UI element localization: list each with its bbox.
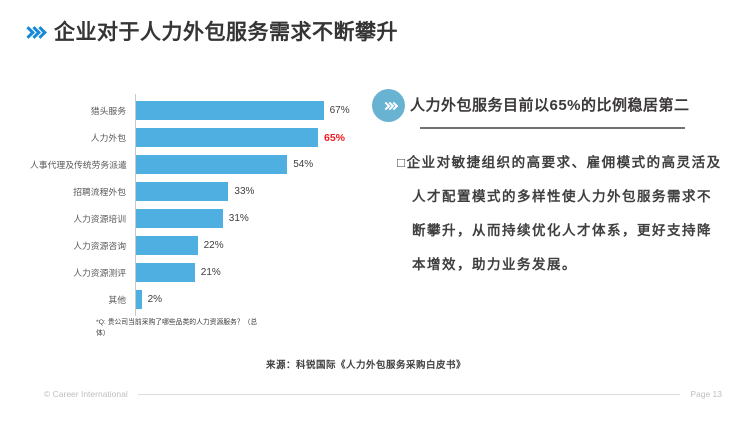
triple-chevron-icon xyxy=(22,25,47,39)
value-label: 2% xyxy=(147,294,163,305)
chart-row: 猎头服务 67% xyxy=(30,97,375,124)
value-label: 33% xyxy=(234,186,255,197)
copyright-text: © Career International xyxy=(44,389,128,399)
category-label: 人力外包 xyxy=(90,133,126,143)
value-label: 67% xyxy=(329,105,350,116)
panel-body: 企业对敏捷组织的高要求、雇佣模式的高灵活及人才配置模式的多样性使人力外包服务需求… xyxy=(406,155,722,272)
bar xyxy=(136,182,229,201)
slide-footer: © Career International Page 13 xyxy=(44,389,722,399)
chart-row: 其他 2% xyxy=(30,286,375,313)
category-label: 人力资源培训 xyxy=(73,214,126,224)
category-label: 招聘流程外包 xyxy=(73,187,126,197)
category-label: 人力资源测评 xyxy=(73,268,126,278)
bar xyxy=(136,236,198,255)
category-label: 其他 xyxy=(108,295,126,305)
value-label: 54% xyxy=(293,159,314,170)
bar xyxy=(136,263,195,282)
bar xyxy=(136,101,324,120)
category-label: 猎头服务 xyxy=(90,106,126,116)
value-label: 31% xyxy=(228,213,249,224)
panel-body-text: □企业对敏捷组织的高要求、雇佣模式的高灵活及人才配置模式的多样性使人力外包服务需… xyxy=(397,146,722,282)
chart-row: 人力资源咨询 22% xyxy=(30,232,375,259)
chart-row: 招聘流程外包 33% xyxy=(30,178,375,205)
source-line: 来源：科锐国际《人力外包服务采购白皮书》 xyxy=(265,360,466,371)
bar xyxy=(136,290,142,309)
chart-row: 人事代理及传统劳务派遣 54% xyxy=(30,151,375,178)
bar-chart: 猎头服务 67% 人力外包 65% 人事代理及传统劳务派遣 54% 招聘流程外包 33% 人力资… xyxy=(30,94,375,316)
chart-row: 人力资源培训 31% xyxy=(30,205,375,232)
bar xyxy=(136,209,223,228)
value-label: 22% xyxy=(203,240,224,251)
square-bullet-icon: □ xyxy=(397,155,407,170)
page-number: Page 13 xyxy=(690,389,722,399)
circle-chevron-icon xyxy=(372,89,405,122)
bar xyxy=(136,128,318,147)
chart-row: 人力外包 65% xyxy=(30,124,375,151)
chart-axis-line xyxy=(135,94,136,316)
value-label: 65% xyxy=(324,131,346,144)
footer-divider xyxy=(137,393,681,395)
chart-row: 人力资源测评 21% xyxy=(30,259,375,286)
value-label: 21% xyxy=(200,267,221,278)
category-label: 人力资源咨询 xyxy=(73,241,126,251)
bar xyxy=(136,155,288,174)
category-label: 人事代理及传统劳务派遣 xyxy=(30,160,127,170)
panel-heading: 人力外包服务目前以65%的比例稳居第二 xyxy=(410,97,690,114)
bar-chart-rows: 猎头服务 67% 人力外包 65% 人事代理及传统劳务派遣 54% 招聘流程外包 33% 人力资… xyxy=(30,97,375,313)
slide-header: 企业对于人力外包服务需求不断攀升 xyxy=(22,16,398,46)
page-title: 企业对于人力外包服务需求不断攀升 xyxy=(54,21,398,44)
heading-underline xyxy=(420,127,685,129)
chart-footnote: *Q: 贵公司当前采购了哪些品类的人力资源服务？（总体） xyxy=(96,319,258,337)
